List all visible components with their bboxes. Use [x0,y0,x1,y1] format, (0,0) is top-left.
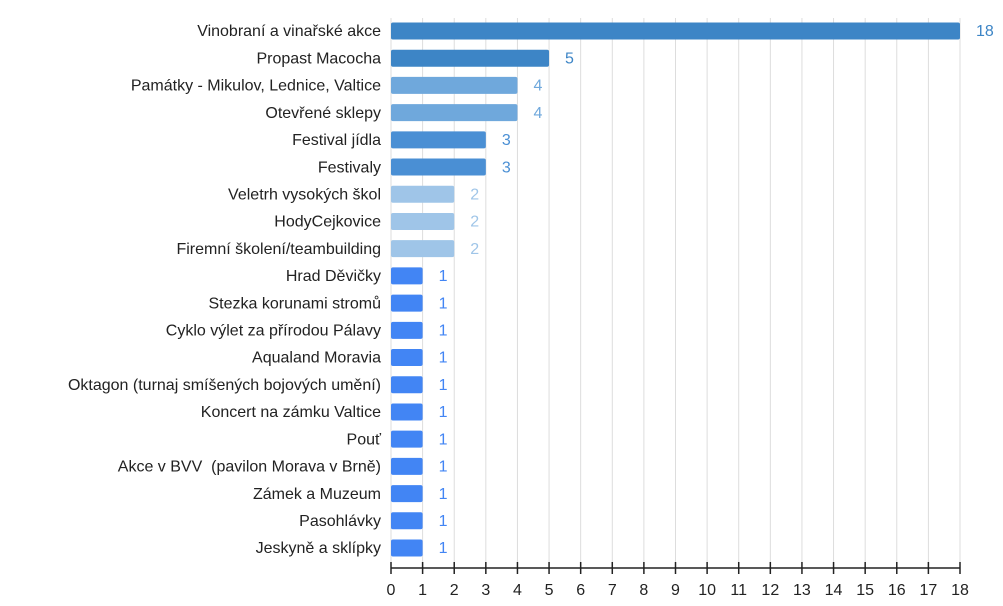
bar [391,104,518,122]
bar [391,539,423,557]
y-tick-label: HodyCejkovice [274,214,381,231]
bar [391,212,455,230]
x-tick-label: 6 [576,582,585,599]
x-tick-label: 17 [919,582,937,599]
x-tick-label: 13 [793,582,811,599]
x-tick-label: 18 [951,582,969,599]
y-tick-label: Pasohlávky [299,513,381,530]
bar [391,485,423,503]
bar [391,457,423,475]
value-label: 2 [470,186,479,203]
x-tick-label: 0 [387,582,396,599]
x-tick-label: 4 [513,582,522,599]
value-label: 1 [439,431,448,448]
bar [391,76,518,94]
value-label: 1 [439,377,448,394]
y-tick-label: Vinobraní a vinařské akce [197,23,381,40]
bar [391,430,423,448]
bar [391,22,960,40]
x-tick-label: 8 [639,582,648,599]
y-tick-label: Jeskyně a sklípky [256,540,381,557]
x-tick-label: 9 [671,582,680,599]
bar [391,349,423,367]
y-tick-label: Propast Macocha [256,50,381,67]
y-tick-label: Pouť [347,431,382,448]
x-tick-label: 12 [761,582,779,599]
value-label: 18 [976,23,994,40]
bar [391,240,455,258]
value-label: 1 [439,295,448,312]
y-tick-label: Oktagon (turnaj smíšených bojových umění… [68,377,381,394]
bar [391,185,455,203]
x-tick-label: 5 [545,582,554,599]
value-label: 3 [502,132,511,149]
value-label: 3 [502,159,511,176]
x-tick-label: 7 [608,582,617,599]
value-label: 1 [439,513,448,530]
y-tick-label: Aqualand Moravia [252,350,381,367]
bar [391,294,423,312]
value-label: 2 [470,241,479,258]
y-tick-label: Akce v BVV (pavilon Morava v Brně) [118,459,381,476]
x-tick-label: 15 [856,582,874,599]
bar [391,49,550,67]
bar [391,321,423,339]
y-tick-label: Otevřené sklepy [265,105,381,122]
value-label: 1 [439,404,448,421]
x-tick-label: 1 [418,582,427,599]
bar [391,376,423,394]
y-tick-label: Hrad Děvičky [286,268,381,285]
y-tick-label: Festival jídla [292,132,381,149]
y-tick-label: Zámek a Muzeum [253,486,381,503]
x-tick-label: 10 [698,582,716,599]
bar [391,158,486,176]
value-label: 1 [439,268,448,285]
x-tick-label: 3 [481,582,490,599]
value-label: 1 [439,350,448,367]
value-label: 2 [470,214,479,231]
value-label: 1 [439,486,448,503]
value-label: 4 [533,105,542,122]
y-tick-label: Cyklo výlet za přírodou Pálavy [166,323,381,340]
bar [391,403,423,421]
value-label: 5 [565,50,574,67]
value-label: 1 [439,459,448,476]
x-tick-label: 16 [888,582,906,599]
y-tick-label: Koncert na zámku Valtice [201,404,381,421]
value-label: 1 [439,540,448,557]
value-label: 1 [439,323,448,340]
x-tick-label: 11 [730,582,747,599]
bar [391,267,423,285]
bar [391,131,486,149]
y-tick-label: Stezka korunami stromů [208,294,381,312]
y-tick-label: Firemní školení/teambuilding [176,241,381,258]
value-label: 4 [533,78,542,95]
y-tick-label: Festivaly [318,159,381,176]
x-tick-label: 2 [450,582,459,599]
bar [391,512,423,530]
x-tick-label: 14 [825,582,843,599]
y-tick-label: Veletrh vysokých škol [228,186,381,203]
y-tick-label: Památky - Mikulov, Lednice, Valtice [131,78,381,95]
